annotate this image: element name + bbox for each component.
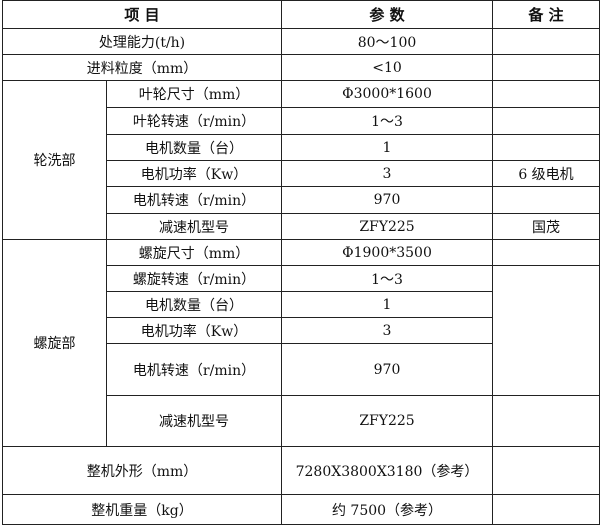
group-label-wheel: 轮洗部 [2, 80, 107, 240]
table-row: 螺旋转速（r/min） 1～3 [3, 265, 600, 396]
row-note [492, 80, 600, 108]
row-note: 国茂 [492, 213, 600, 240]
row-label: 处理能力(t/h) [1, 28, 283, 55]
row-label: 叶轮转速（r/min） [105, 107, 283, 135]
row-value: 1 [281, 291, 494, 318]
table-row: 螺旋部 螺旋尺寸（mm） Φ1900*3500 [2, 239, 600, 447]
row-value: 970 [281, 186, 494, 214]
row-label: 整机重量（kg） [1, 494, 283, 525]
group-label-spiral: 螺旋部 [2, 239, 107, 447]
row-value: 1～3 [281, 107, 494, 135]
table-row: 处理能力(t/h) 80～100 [1, 28, 600, 55]
table-row: 减速机型号 ZFY225 国茂 [3, 213, 600, 240]
row-value: 3 [281, 160, 494, 187]
row-value: 1～3 [281, 265, 494, 292]
row-value: 1 [281, 134, 494, 161]
row-note [492, 446, 600, 495]
table-row: 电机功率（Kw） 3 [3, 317, 600, 344]
row-value: 3 [281, 317, 494, 344]
row-label: 叶轮尺寸（mm） [105, 80, 283, 108]
row-label: 减速机型号 [105, 395, 283, 447]
row-value: 7280X3800X3180（参考） [281, 446, 494, 495]
header-row: 项 目 参 数 备 注 [1, 0, 600, 29]
table-row: 电机转速（r/min） 970 [3, 343, 600, 396]
table-row: 叶轮转速（r/min） 1～3 [3, 107, 600, 135]
row-note [492, 107, 600, 135]
table-row: 进料粒度（mm） <10 [1, 54, 600, 81]
row-value: ZFY225 [281, 395, 494, 447]
table-row: 电机数量（台） 1 [3, 134, 600, 161]
row-value: ZFY225 [281, 213, 494, 240]
row-label: 减速机型号 [105, 213, 283, 240]
row-value: 970 [281, 343, 494, 396]
row-note [492, 239, 600, 266]
row-value: Φ3000*1600 [281, 80, 494, 108]
row-label: 电机功率（Kw） [105, 160, 283, 187]
table-row: 电机功率（Kw） 3 6 级电机 [3, 160, 600, 187]
row-label: 螺旋转速（r/min） [105, 265, 283, 292]
row-value: <10 [281, 54, 494, 81]
row-label: 进料粒度（mm） [1, 54, 283, 81]
row-value: Φ1900*3500 [281, 239, 494, 266]
header-item: 项 目 [1, 0, 283, 29]
header-note: 备 注 [492, 0, 600, 29]
row-note: 6 级电机 [492, 160, 600, 187]
table-row: 整机重量（kg） 约 7500（参考） [1, 494, 600, 525]
row-note [492, 186, 600, 214]
row-note [492, 494, 600, 525]
row-label: 电机转速（r/min） [105, 186, 283, 214]
table-row: 减速机型号 ZFY225 [3, 395, 600, 447]
table-row: 轮洗部 叶轮尺寸（mm） Φ3000*1600 [2, 80, 600, 240]
row-note [492, 134, 600, 161]
row-value: 80～100 [281, 28, 494, 55]
row-label: 整机外形（mm） [1, 446, 283, 495]
row-label: 螺旋尺寸（mm） [105, 239, 283, 266]
row-label: 电机数量（台） [105, 134, 283, 161]
row-note [492, 28, 600, 55]
row-note [492, 395, 600, 447]
row-label: 电机转速（r/min） [105, 343, 283, 396]
row-note [492, 54, 600, 81]
table-row: 电机数量（台） 1 [3, 291, 600, 318]
row-label: 电机数量（台） [105, 291, 283, 318]
row-value: 约 7500（参考） [281, 494, 494, 525]
row-label: 电机功率（Kw） [105, 317, 283, 344]
row-note [492, 265, 600, 396]
table-row: 电机转速（r/min） 970 [3, 186, 600, 214]
header-param: 参 数 [281, 0, 494, 29]
table-row: 整机外形（mm） 7280X3800X3180（参考） [1, 446, 600, 495]
